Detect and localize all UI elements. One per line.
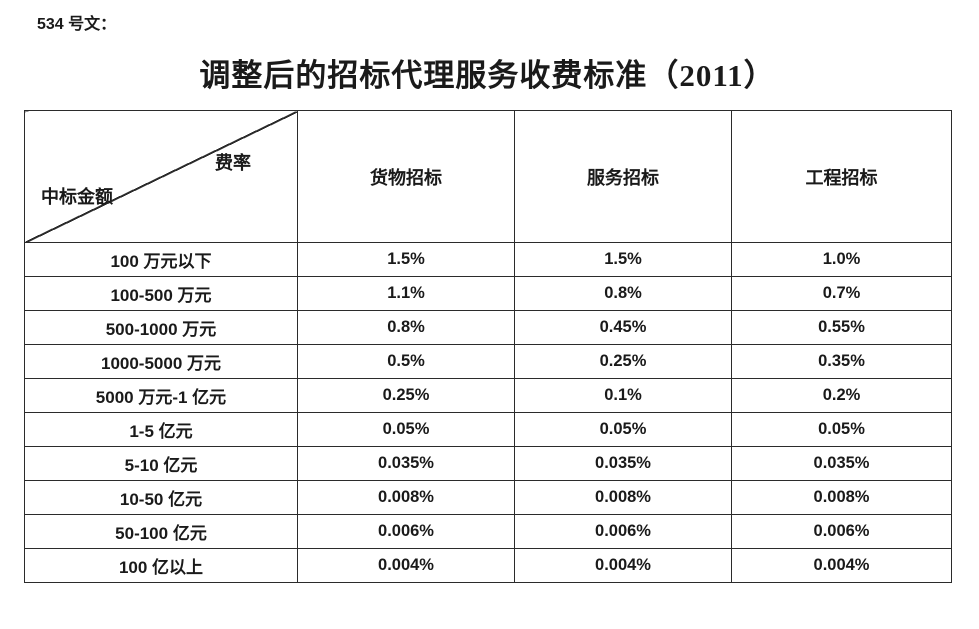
table-row: 500-1000 万元 0.8% 0.45% 0.55% xyxy=(24,310,952,345)
table-row: 100-500 万元 1.1% 0.8% 0.7% xyxy=(24,276,952,311)
rate-value-cell: 0.25% xyxy=(297,378,515,413)
table-row: 100 万元以下 1.5% 1.5% 1.0% xyxy=(24,242,952,277)
rate-value-cell: 0.004% xyxy=(297,548,515,583)
rate-value-cell: 0.2% xyxy=(731,378,952,413)
row-label-bid-amount-range: 1000-5000 万元 xyxy=(24,344,298,379)
rate-value-cell: 0.006% xyxy=(731,514,952,549)
rate-value-cell: 0.8% xyxy=(297,310,515,345)
document-ref-label: 534 号文： xyxy=(37,16,117,33)
corner-header-cell: 费率 中标金额 xyxy=(24,110,298,243)
row-label-bid-amount-range: 100-500 万元 xyxy=(24,276,298,311)
table-row: 50-100 亿元 0.006% 0.006% 0.006% xyxy=(24,514,952,549)
table-body: 100 万元以下 1.5% 1.5% 1.0% 100-500 万元 1.1% 0.8% 0.… xyxy=(24,242,952,583)
column-header-service-bidding: 服务招标 xyxy=(514,110,732,243)
rate-value-cell: 0.008% xyxy=(514,480,732,515)
rate-value-cell: 0.035% xyxy=(297,446,515,481)
rate-value-cell: 0.004% xyxy=(731,548,952,583)
row-label-bid-amount-range: 100 万元以下 xyxy=(24,242,298,277)
rate-value-cell: 0.008% xyxy=(731,480,952,515)
rate-value-cell: 0.1% xyxy=(514,378,732,413)
column-header-goods-bidding: 货物招标 xyxy=(297,110,515,243)
corner-label-fee-rate: 费率 xyxy=(215,153,251,173)
rate-value-cell: 0.7% xyxy=(731,276,952,311)
rate-value-cell: 1.1% xyxy=(297,276,515,311)
row-label-bid-amount-range: 5-10 亿元 xyxy=(24,446,298,481)
rate-value-cell: 0.004% xyxy=(514,548,732,583)
table-row: 1-5 亿元 0.05% 0.05% 0.05% xyxy=(24,412,952,447)
rate-value-cell: 0.035% xyxy=(731,446,952,481)
table-row: 5000 万元-1 亿元 0.25% 0.1% 0.2% xyxy=(24,378,952,413)
page-title: 调整后的招标代理服务收费标准（2011） xyxy=(199,58,776,93)
rate-value-cell: 0.45% xyxy=(514,310,732,345)
table-row: 5-10 亿元 0.035% 0.035% 0.035% xyxy=(24,446,952,481)
row-label-bid-amount-range: 50-100 亿元 xyxy=(24,514,298,549)
rate-value-cell: 0.35% xyxy=(731,344,952,379)
table-row: 10-50 亿元 0.008% 0.008% 0.008% xyxy=(24,480,952,515)
rate-value-cell: 1.5% xyxy=(514,242,732,277)
rate-value-cell: 0.008% xyxy=(297,480,515,515)
rate-value-cell: 0.006% xyxy=(297,514,515,549)
rate-value-cell: 0.05% xyxy=(514,412,732,447)
header-row: 费率 中标金额 货物招标 服务招标 工程招标 xyxy=(24,110,952,243)
fee-rate-table: 费率 中标金额 货物招标 服务招标 工程招标 100 万元以下 1.5% 1.5% 1… xyxy=(24,110,952,583)
row-label-bid-amount-range: 10-50 亿元 xyxy=(24,480,298,515)
corner-label-bid-amount: 中标金额 xyxy=(41,187,113,207)
rate-value-cell: 0.05% xyxy=(297,412,515,447)
row-label-bid-amount-range: 500-1000 万元 xyxy=(24,310,298,345)
rate-value-cell: 0.5% xyxy=(297,344,515,379)
row-label-bid-amount-range: 100 亿以上 xyxy=(24,548,298,583)
row-label-bid-amount-range: 1-5 亿元 xyxy=(24,412,298,447)
table-row: 100 亿以上 0.004% 0.004% 0.004% xyxy=(24,548,952,583)
table-row: 1000-5000 万元 0.5% 0.25% 0.35% xyxy=(24,344,952,379)
rate-value-cell: 0.035% xyxy=(514,446,732,481)
column-header-engineering-bidding: 工程招标 xyxy=(731,110,952,243)
row-label-bid-amount-range: 5000 万元-1 亿元 xyxy=(24,378,298,413)
rate-value-cell: 0.25% xyxy=(514,344,732,379)
rate-value-cell: 0.006% xyxy=(514,514,732,549)
rate-value-cell: 0.55% xyxy=(731,310,952,345)
rate-value-cell: 1.5% xyxy=(297,242,515,277)
rate-value-cell: 0.8% xyxy=(514,276,732,311)
rate-value-cell: 0.05% xyxy=(731,412,952,447)
rate-value-cell: 1.0% xyxy=(731,242,952,277)
